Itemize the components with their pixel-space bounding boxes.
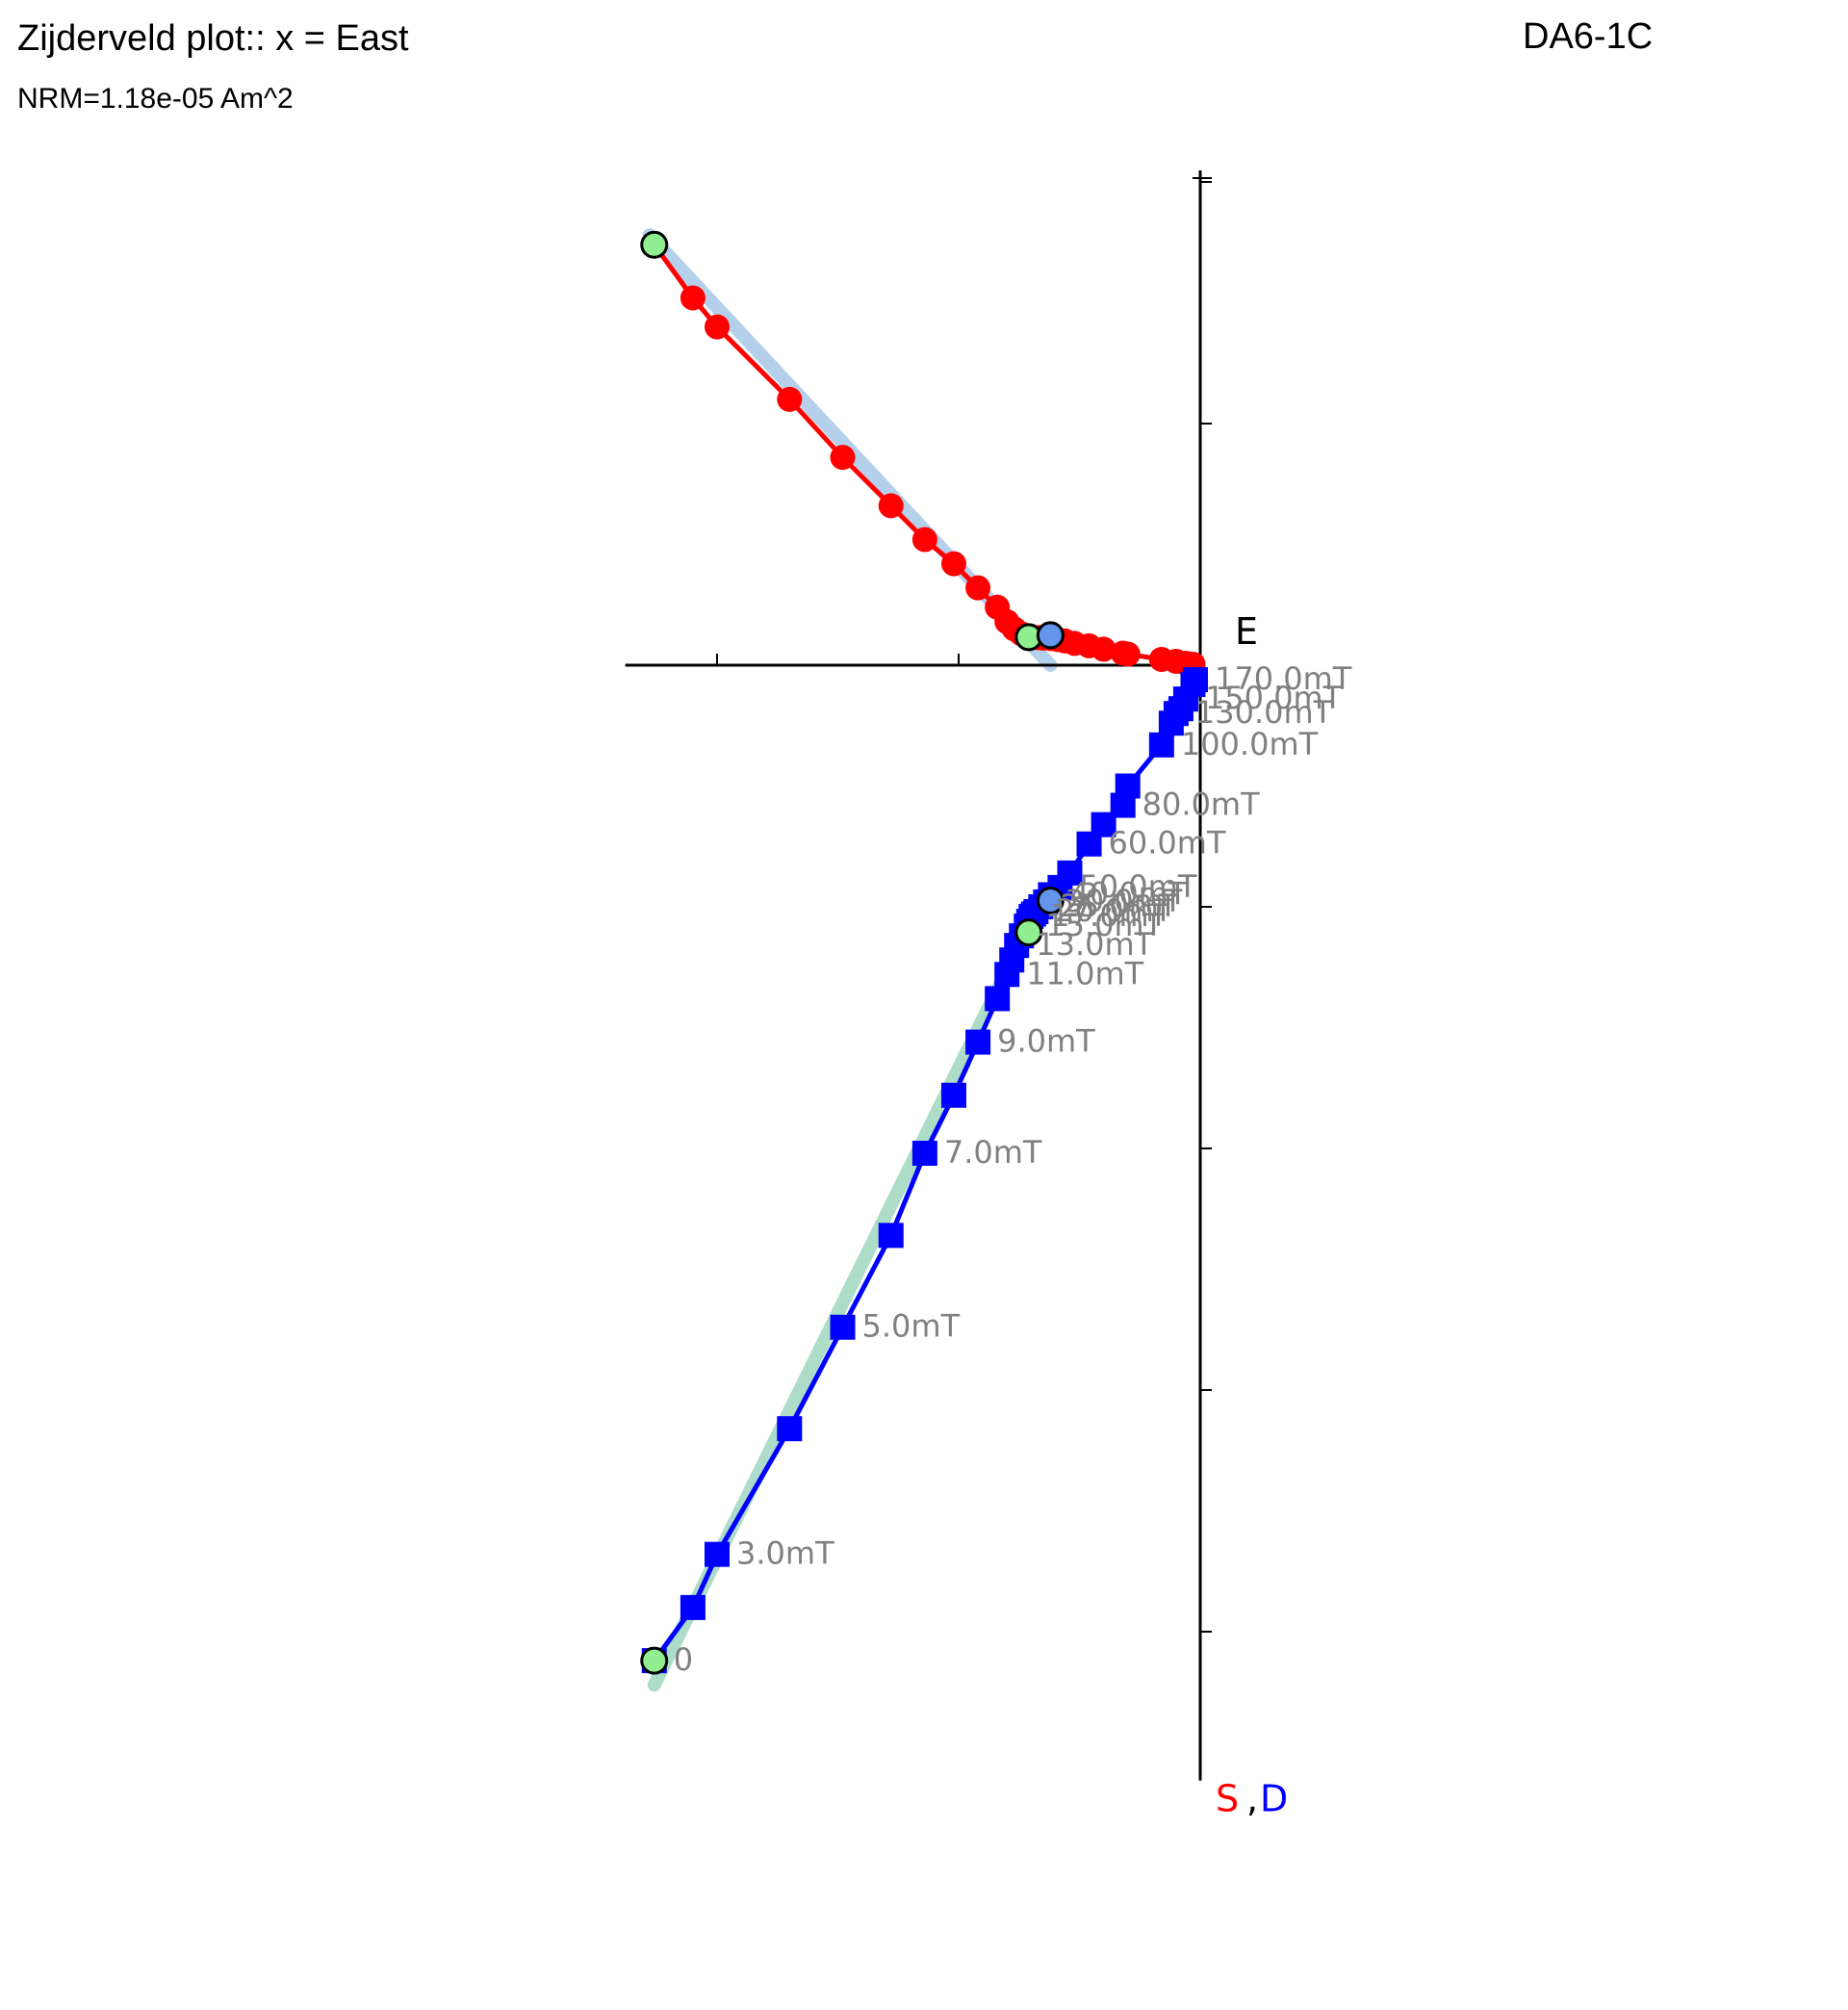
horizontal-point xyxy=(965,575,991,601)
fit-start-marker xyxy=(640,1646,669,1675)
x-axis-label: E xyxy=(1235,610,1258,653)
step-label: 20.0mT xyxy=(1055,892,1172,929)
vertical-point xyxy=(940,1082,966,1108)
step-label: 13.0mT xyxy=(1036,926,1153,963)
horizontal-point xyxy=(1115,641,1141,667)
horizontal-point xyxy=(911,527,937,553)
axes: E S, D xyxy=(625,170,1288,1820)
specimen-name: DA6-1C xyxy=(1523,16,1653,57)
step-label: 11.0mT xyxy=(1026,955,1143,992)
y-axis-label-part: , xyxy=(1246,1778,1258,1820)
fit-end-marker xyxy=(1036,621,1065,650)
nrm-value: NRM=1.18e-05 Am^2 xyxy=(17,83,294,115)
vertical-point xyxy=(777,1416,803,1442)
step-label: 40.0mT xyxy=(1069,875,1187,912)
step-label: 9.0mT xyxy=(997,1023,1095,1060)
horizontal-point xyxy=(705,314,730,340)
vertical-point xyxy=(1148,732,1174,758)
horizontal-series-line xyxy=(652,243,1194,667)
step-label: 100.0mT xyxy=(1181,726,1319,762)
step-label: 170.0mT xyxy=(1215,660,1352,697)
y-axis-label-part: D xyxy=(1260,1778,1288,1820)
step-label: 7.0mT xyxy=(944,1134,1042,1171)
horizontal-point xyxy=(878,493,904,519)
vertical-point xyxy=(911,1141,937,1167)
fit-start-marker xyxy=(640,230,669,259)
vertical-point xyxy=(1057,860,1083,886)
fit-end-marker xyxy=(1036,886,1065,915)
vertical-point xyxy=(830,1314,856,1340)
vertical-point xyxy=(1182,667,1208,693)
horizontal-point xyxy=(940,551,966,577)
step-label: 60.0mT xyxy=(1109,825,1226,862)
step-label: 150.0mT xyxy=(1205,680,1343,716)
step-label: 5.0mT xyxy=(862,1308,961,1345)
step-label: 50.0mT xyxy=(1079,868,1196,905)
chart-title: Zijderveld plot:: x = East xyxy=(17,18,409,59)
horizontal-point xyxy=(777,386,803,412)
step-label: 3.0mT xyxy=(736,1535,834,1572)
horizontal-point xyxy=(680,285,706,311)
vertical-point xyxy=(705,1541,730,1567)
vertical-point xyxy=(1115,773,1141,799)
vertical-point xyxy=(965,1029,991,1055)
step-label: 130.0mT xyxy=(1195,694,1333,731)
step-labels: 03.0mT5.0mT7.0mT9.0mT11.0mT13.0mT15.0mT1… xyxy=(674,660,1352,1678)
step-label: 80.0mT xyxy=(1142,786,1260,823)
y-axis-label-part: S xyxy=(1216,1778,1239,1820)
vertical-point xyxy=(985,986,1011,1012)
fit-start-marker xyxy=(1014,918,1043,947)
step-label: 15.0mT xyxy=(1045,907,1163,943)
step-label: 17.0mT xyxy=(1050,897,1168,934)
data-series xyxy=(640,230,1208,1675)
horizontal-point xyxy=(1091,636,1116,662)
vertical-point xyxy=(680,1594,706,1620)
horizontal-point xyxy=(830,445,856,471)
step-label: 0 xyxy=(674,1641,693,1678)
step-label: 25.0mT xyxy=(1060,888,1177,924)
vertical-point xyxy=(878,1223,904,1249)
step-label: 30.0mT xyxy=(1065,883,1182,919)
